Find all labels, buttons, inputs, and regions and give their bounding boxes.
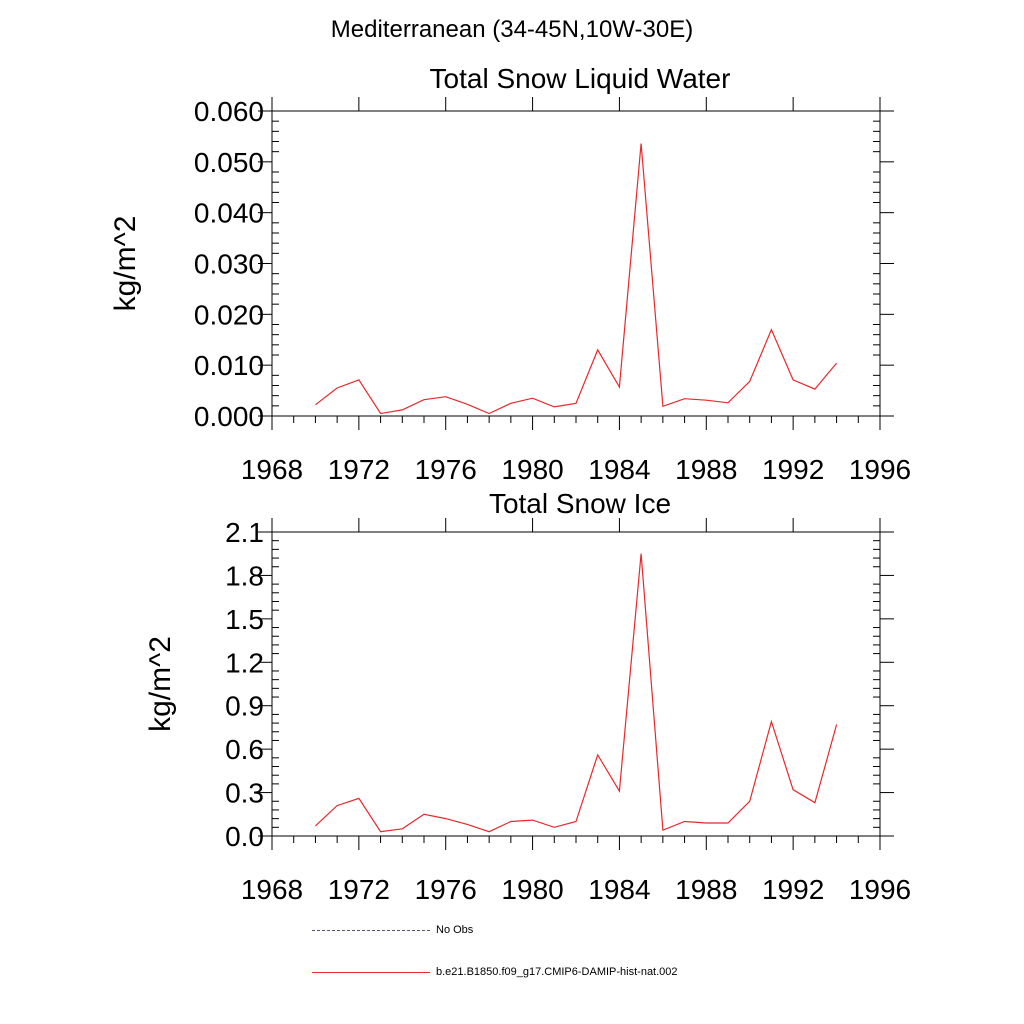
chart-2-ytick-label: 0.3 <box>225 778 264 809</box>
chart-2-xtick-label: 1976 <box>415 874 477 905</box>
chart-1-ytick-label: 0.060 <box>194 96 264 127</box>
chart-1-ytick-label: 0.020 <box>194 299 264 330</box>
chart-1-xtick-label: 1972 <box>328 454 390 485</box>
chart-1-ytick-label: 0.030 <box>194 249 264 280</box>
chart-2-ytick-label: 1.8 <box>225 560 264 591</box>
legend-swatch-dashed <box>312 929 430 931</box>
chart-1-xtick-label: 1992 <box>762 454 824 485</box>
legend-item-no-obs: No Obs <box>312 920 473 940</box>
chart-2-ytick-label: 0.0 <box>225 821 264 852</box>
chart-2-ytick-label: 1.2 <box>225 647 264 678</box>
legend-swatch-solid <box>312 971 430 973</box>
chart-2-xtick-label: 1980 <box>501 874 563 905</box>
legend-item-model-run: b.e21.B1850.f09_g17.CMIP6-DAMIP-hist-nat… <box>312 962 678 982</box>
chart-1-series-line <box>315 143 838 415</box>
chart-2-xtick-label: 1984 <box>588 874 650 905</box>
chart-2-ylabel: kg/m^2 <box>144 636 177 732</box>
chart-2-title: Total Snow Ice <box>489 488 671 519</box>
chart-2-ytick-label: 2.1 <box>225 517 264 548</box>
chart-2-plot-frame <box>271 531 881 837</box>
chart-2-series-line <box>314 553 838 833</box>
chart-1-xtick-label: 1968 <box>241 454 303 485</box>
legend-label-model-run: b.e21.B1850.f09_g17.CMIP6-DAMIP-hist-nat… <box>436 966 678 978</box>
chart-2-xtick-label: 1992 <box>762 874 824 905</box>
chart-1-ylabel: kg/m^2 <box>109 216 142 312</box>
chart-1-xtick-label: 1996 <box>849 454 911 485</box>
chart-2-ytick-label: 0.9 <box>225 691 264 722</box>
chart-1-title: Total Snow Liquid Water <box>430 63 731 94</box>
chart-2-xtick-label: 1972 <box>328 874 390 905</box>
page-title: Mediterranean (34-45N,10W-30E) <box>330 16 694 43</box>
chart-2-xtick-label: 1988 <box>675 874 737 905</box>
chart-1-xtick-label: 1980 <box>501 454 563 485</box>
chart-1-xtick-label: 1988 <box>675 454 737 485</box>
chart-1-xtick-label: 1976 <box>415 454 477 485</box>
chart-1-xtick-label: 1984 <box>588 454 650 485</box>
chart-1-ytick-label: 0.050 <box>194 147 264 178</box>
chart-1-ytick-label: 0.010 <box>194 350 264 381</box>
chart-2-ytick-label: 0.6 <box>225 734 264 765</box>
chart-1-ytick-label: 0.000 <box>194 401 264 432</box>
chart-2-xtick-label: 1996 <box>849 874 911 905</box>
chart-2-xtick-label: 1968 <box>241 874 303 905</box>
chart-1-ytick-label: 0.040 <box>194 198 264 229</box>
chart-2-ytick-label: 1.5 <box>225 604 264 635</box>
legend-label-no-obs: No Obs <box>436 924 474 936</box>
